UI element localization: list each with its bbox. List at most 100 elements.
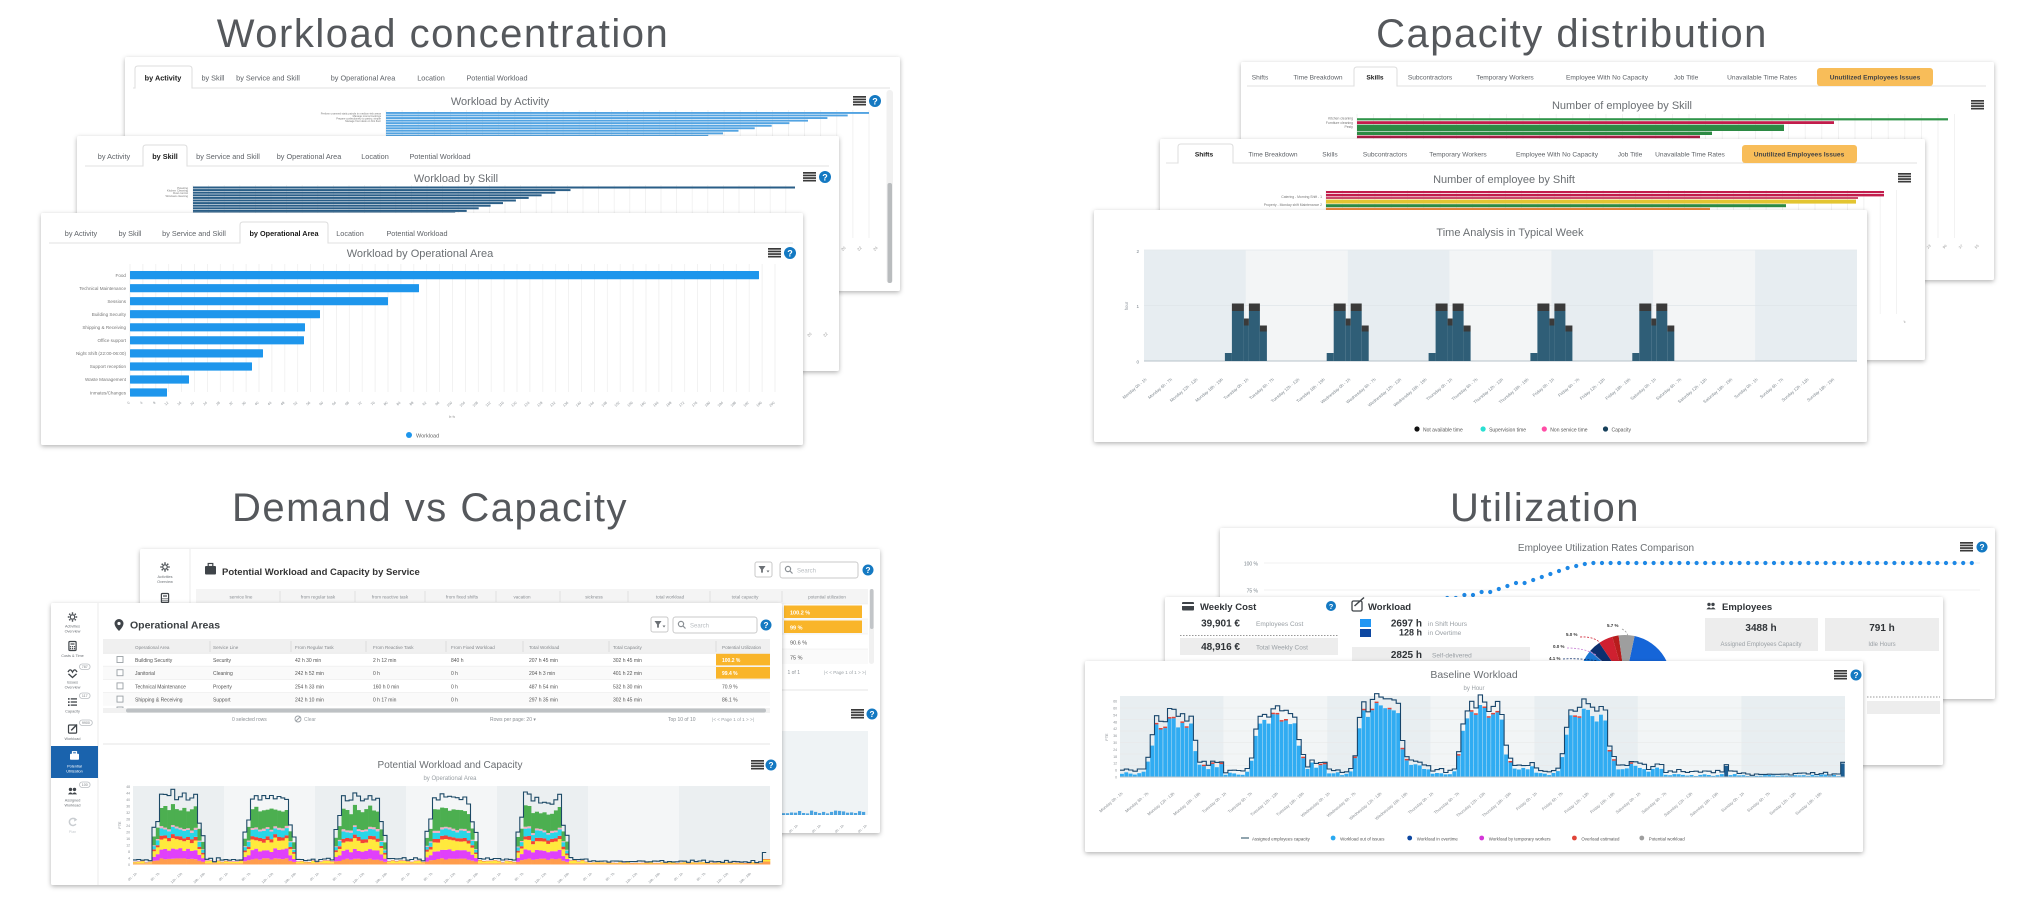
svg-text:36: 36	[1113, 734, 1117, 738]
svg-text:Support: Support	[213, 698, 231, 704]
svg-text:42 h 30 min: 42 h 30 min	[295, 658, 321, 664]
svg-text:Security: Security	[213, 658, 232, 664]
svg-text:32: 32	[126, 811, 130, 815]
svg-text:0h - 1h: 0h - 1h	[788, 824, 799, 834]
svg-text:Total Capacity: Total Capacity	[613, 645, 643, 650]
svg-text:60: 60	[1113, 707, 1117, 711]
svg-text:Potential Workload and Capacit: Potential Workload and Capacity by Servi…	[222, 567, 420, 578]
svg-text:104: 104	[459, 401, 466, 408]
svg-text:0 selected rows: 0 selected rows	[232, 717, 267, 723]
svg-text:potential utilization: potential utilization	[808, 595, 846, 600]
svg-text:From Regular Task: From Regular Task	[295, 645, 334, 650]
svg-text:by Service and Skill: by Service and Skill	[196, 152, 260, 161]
svg-text:Rows per page: 20 ▾: Rows per page: 20 ▾	[490, 717, 536, 723]
svg-text:0h - 1h: 0h - 1h	[834, 824, 845, 834]
svg-text:?: ?	[787, 248, 793, 258]
svg-text:Unavailable Time Rates: Unavailable Time Rates	[1655, 152, 1725, 159]
svg-text:Manage rooms bookings: Manage rooms bookings	[353, 114, 382, 118]
svg-text:12: 12	[1113, 762, 1117, 766]
svg-text:184: 184	[717, 401, 724, 408]
svg-text:0.0 %: 0.0 %	[1553, 644, 1565, 649]
svg-text:Subcontractors: Subcontractors	[1363, 152, 1408, 159]
svg-text:0 h: 0 h	[373, 671, 380, 677]
svg-text:160: 160	[640, 401, 647, 408]
svg-text:?: ?	[872, 96, 878, 106]
svg-text:4: 4	[1902, 320, 1906, 324]
svg-text:Location: Location	[417, 74, 445, 83]
svg-text:FTE: FTE	[1105, 733, 1109, 741]
svg-text:64: 64	[331, 401, 337, 407]
svg-text:From Reactive Task: From Reactive Task	[373, 645, 414, 650]
svg-text:Technical Maintenance: Technical Maintenance	[79, 286, 126, 291]
svg-text:Shipping & Receiving: Shipping & Receiving	[82, 325, 126, 330]
svg-text:24: 24	[872, 245, 879, 252]
svg-text:28: 28	[126, 818, 130, 822]
svg-text:by Activity: by Activity	[65, 229, 98, 238]
svg-text:117: 117	[82, 694, 88, 698]
svg-text:116: 116	[498, 401, 505, 408]
svg-text:76: 76	[370, 401, 376, 407]
svg-text:24: 24	[1113, 748, 1117, 752]
svg-text:124: 124	[523, 401, 530, 408]
svg-text:Workload by Activity: Workload by Activity	[451, 96, 550, 108]
svg-text:by Service and Skill: by Service and Skill	[162, 229, 226, 238]
svg-text:?: ?	[869, 710, 874, 719]
svg-text:132: 132	[549, 401, 556, 408]
svg-text:188: 188	[730, 401, 737, 408]
svg-text:hour: hour	[1124, 301, 1129, 310]
svg-text:Pesty: Pesty	[1345, 125, 1354, 129]
svg-text:Potential Workload: Potential Workload	[466, 74, 527, 83]
svg-text:12: 12	[126, 844, 130, 848]
svg-text:40: 40	[254, 401, 260, 407]
svg-text:6h - 7h: 6h - 7h	[696, 872, 707, 882]
svg-text:|< < Page 1 of 1 > >|: |< < Page 1 of 1 > >|	[712, 717, 754, 722]
svg-text:Number of employee by Skill: Number of employee by Skill	[1552, 100, 1692, 112]
svg-text:5.0 %: 5.0 %	[1566, 632, 1578, 637]
svg-text:Building Security: Building Security	[135, 658, 173, 664]
svg-text:Potential Workload and Capacit: Potential Workload and Capacity	[378, 760, 523, 771]
svg-text:0h - 1h: 0h - 1h	[857, 824, 868, 834]
svg-text:?: ?	[1329, 602, 1334, 611]
svg-text:4.1 %: 4.1 %	[1549, 656, 1561, 661]
svg-text:Property - Monday shift Mainte: Property - Monday shift Maintenance 2	[1264, 203, 1322, 207]
svg-text:1 of 1: 1 of 1	[787, 670, 800, 676]
svg-text:by Operational Area: by Operational Area	[277, 152, 342, 161]
svg-text:Total Weekly Cost: Total Weekly Cost	[1256, 645, 1308, 652]
svg-text:0h - 1h: 0h - 1h	[400, 872, 411, 882]
svg-text:Employee With No Capacity: Employee With No Capacity	[1566, 75, 1649, 82]
svg-text:by Skill: by Skill	[201, 74, 224, 83]
svg-text:92: 92	[422, 401, 428, 407]
svg-text:0h - 1h: 0h - 1h	[811, 824, 822, 834]
svg-text:72: 72	[357, 401, 363, 407]
svg-text:100: 100	[82, 783, 88, 787]
svg-text:0h - 1h: 0h - 1h	[673, 872, 684, 882]
svg-text:136: 136	[562, 401, 569, 408]
svg-text:Workload: Workload	[416, 434, 439, 440]
svg-text:Night Shift (22:00-06:00): Night Shift (22:00-06:00)	[76, 351, 127, 356]
svg-text:0: 0	[128, 863, 130, 867]
svg-text:0h - 1h: 0h - 1h	[218, 872, 229, 882]
svg-text:787: 787	[82, 665, 88, 669]
svg-text:Workload: Workload	[65, 737, 81, 741]
svg-text:0: 0	[127, 401, 131, 405]
svg-text:40: 40	[126, 798, 130, 802]
svg-text:254 h 33 min: 254 h 33 min	[295, 684, 324, 690]
svg-text:by Operational Area: by Operational Area	[331, 74, 396, 83]
svg-text:207 h 45 min: 207 h 45 min	[529, 658, 558, 664]
svg-text:Windows cleaning: Windows cleaning	[165, 194, 188, 198]
svg-text:Employee With No Capacity: Employee With No Capacity	[1516, 152, 1599, 159]
svg-text:68: 68	[344, 401, 350, 407]
svg-text:20: 20	[190, 401, 196, 407]
svg-text:by Service and Skill: by Service and Skill	[236, 74, 300, 83]
svg-text:by Hour: by Hour	[1463, 686, 1484, 692]
svg-text:2: 2	[1136, 249, 1139, 254]
svg-text:0 h: 0 h	[451, 671, 458, 677]
svg-text:42: 42	[1113, 727, 1117, 731]
svg-text:Prepare confectionery to pastr: Prepare confectionery to pastry, simple	[336, 117, 381, 121]
svg-text:0 h: 0 h	[451, 698, 458, 704]
svg-text:Overview: Overview	[65, 686, 81, 690]
svg-text:Workload in overtime: Workload in overtime	[1417, 836, 1459, 841]
svg-text:80: 80	[383, 401, 389, 407]
svg-text:24: 24	[202, 401, 208, 407]
svg-text:156: 156	[627, 401, 634, 408]
